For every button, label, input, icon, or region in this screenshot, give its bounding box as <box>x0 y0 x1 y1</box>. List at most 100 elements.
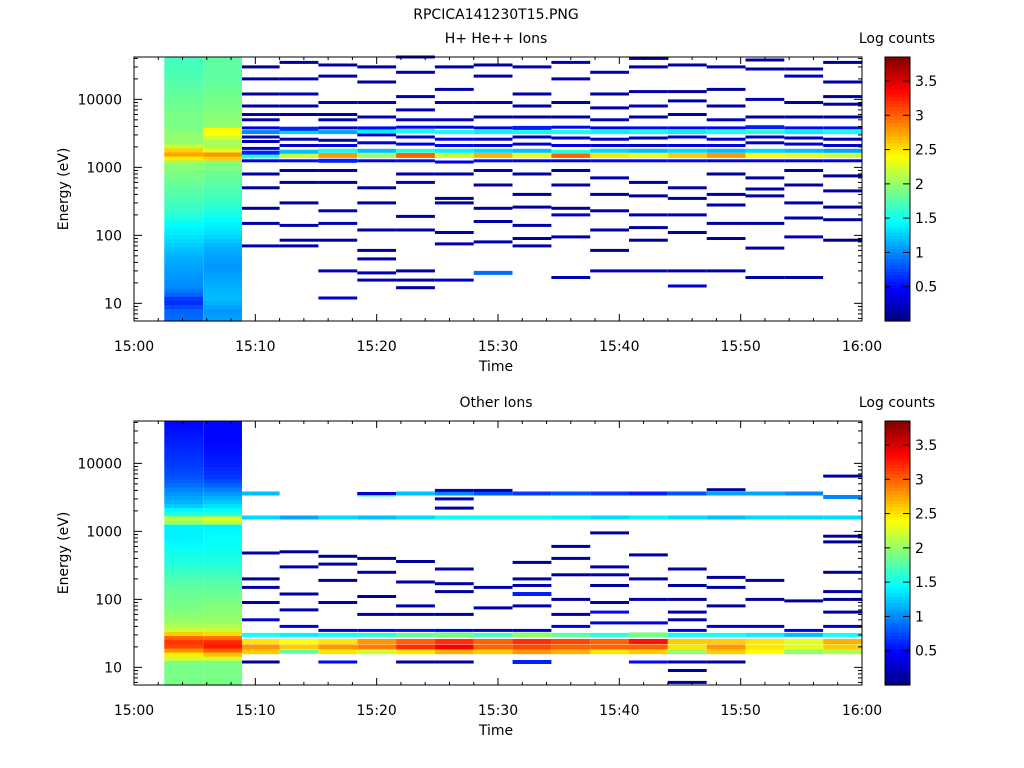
heatmap-cell <box>242 551 280 555</box>
colorbar-segment <box>885 172 910 177</box>
heatmap-cell <box>667 669 707 672</box>
heatmap-cell <box>357 556 397 560</box>
heatmap-cell <box>706 144 746 147</box>
heatmap-cell <box>279 550 319 554</box>
heatmap-cell <box>164 246 204 252</box>
heatmap-cell <box>203 250 242 256</box>
colorbar-segment <box>885 284 910 289</box>
colorbar-segment <box>885 553 910 557</box>
colorbar-segment <box>885 116 910 121</box>
colorbar-segment <box>885 450 910 455</box>
heatmap-cell <box>242 577 280 581</box>
colorbar-segment <box>885 576 910 580</box>
heatmap-cell <box>590 70 629 74</box>
heatmap-cell <box>590 584 629 587</box>
heatmap-cell <box>396 604 435 608</box>
heatmap-cell <box>745 187 785 191</box>
heatmap-cell <box>318 74 358 78</box>
heatmap-cell <box>434 144 474 147</box>
heatmap-cell <box>512 142 552 146</box>
colorbar-segment <box>885 231 910 236</box>
heatmap-cell <box>203 65 242 70</box>
heatmap-cell <box>203 639 242 645</box>
x-tick-label: 15:30 <box>478 339 518 355</box>
heatmap-cell <box>164 267 204 273</box>
colorbar-segment <box>885 595 910 600</box>
heatmap-cell <box>590 144 629 147</box>
heatmap-cell <box>396 180 435 184</box>
colorbar-segment <box>885 539 910 544</box>
heatmap-cell <box>318 601 358 604</box>
heatmap-cell <box>551 130 591 135</box>
x-tick-label: 15:10 <box>235 339 275 355</box>
heatmap-cell <box>164 503 204 509</box>
heatmap-cell <box>318 578 358 582</box>
heatmap-cell <box>318 644 358 650</box>
heatmap-cell <box>667 610 707 614</box>
heatmap-cell <box>279 149 319 154</box>
heatmap-cell <box>745 597 785 601</box>
heatmap-cell <box>279 169 319 172</box>
heatmap-cell <box>745 276 785 279</box>
heatmap-cell <box>473 644 513 650</box>
heatmap-cell <box>396 286 435 290</box>
heatmap-cell <box>629 126 668 130</box>
heatmap-cell <box>318 130 358 135</box>
heatmap-cell <box>784 632 824 637</box>
heatmap-cell <box>164 213 204 219</box>
heatmap-cell <box>164 316 204 322</box>
heatmap-cell <box>318 296 358 300</box>
heatmap-cell <box>629 130 668 135</box>
heatmap-cell <box>357 632 397 637</box>
colorbar-segment <box>885 543 910 547</box>
colorbar-segment <box>885 599 910 604</box>
heatmap-cell <box>164 110 204 116</box>
heatmap-cell <box>823 624 862 628</box>
heatmap-cell <box>629 621 668 625</box>
heatmap-cell <box>164 491 204 496</box>
colorbar-segment <box>885 516 910 521</box>
heatmap-cell <box>512 628 552 632</box>
heatmap-cell <box>203 279 242 285</box>
heatmap-cell <box>164 168 204 174</box>
heatmap-cell <box>629 515 668 520</box>
heatmap-cell <box>357 129 397 134</box>
heatmap-cell <box>823 189 862 193</box>
heatmap-cell <box>823 126 862 130</box>
colorbar-segment <box>885 162 910 167</box>
heatmap-cell <box>203 474 242 480</box>
heatmap-cell <box>357 257 397 261</box>
colorbar-segment <box>885 648 910 653</box>
panel-h-he-ions: H+ He++ Ions Log counts 15:00 15:10 15:20 1… <box>56 31 937 375</box>
colorbar-segment <box>885 655 910 660</box>
heatmap-cell <box>396 118 435 122</box>
heatmap-cell <box>823 610 862 614</box>
heatmap-cell <box>203 147 242 153</box>
heatmap-cell <box>164 205 204 211</box>
heatmap-cell <box>396 580 435 584</box>
heatmap-cell <box>784 67 824 71</box>
colorbar-segment <box>885 281 910 286</box>
heatmap-cell <box>357 644 397 650</box>
heatmap-cell <box>203 487 242 492</box>
heatmap-cell <box>629 136 668 140</box>
heatmap-cell <box>242 104 280 108</box>
heatmap-cell <box>629 226 668 230</box>
colorbar-segment <box>885 615 910 620</box>
heatmap-cell <box>396 214 435 218</box>
heatmap-cell <box>357 152 397 158</box>
heatmap-cell <box>434 628 474 632</box>
y-tick-label: 10000 <box>77 92 122 108</box>
heatmap-cell <box>279 159 319 163</box>
colorbar-segment <box>885 248 910 253</box>
heatmap-cell <box>667 584 707 587</box>
heatmap-cell <box>434 644 474 650</box>
y-axis-label: Energy (eV) <box>56 148 72 231</box>
colorbar-segment <box>885 625 910 630</box>
heatmap-cell <box>357 115 397 119</box>
heatmap-cell <box>203 627 242 632</box>
heatmap-cell <box>203 246 242 252</box>
heatmap-cell <box>590 601 629 604</box>
colorbar-segment <box>885 314 910 319</box>
heatmap-cell <box>357 80 397 84</box>
